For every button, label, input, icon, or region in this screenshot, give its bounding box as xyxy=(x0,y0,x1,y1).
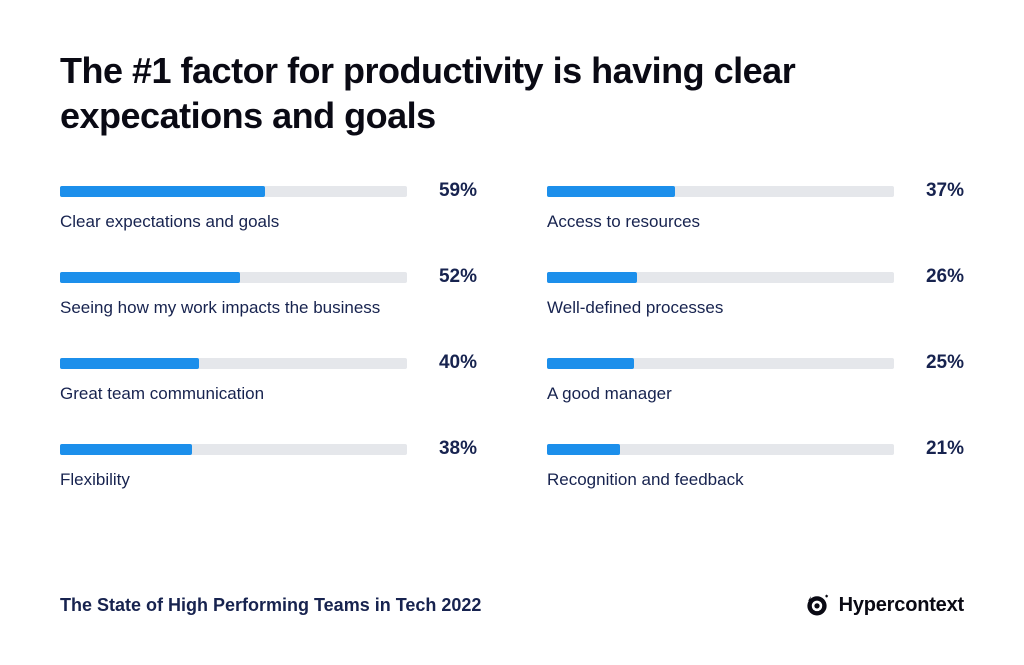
bar-percent: 37% xyxy=(912,180,964,202)
bar-fill xyxy=(547,444,620,455)
bar-track xyxy=(60,186,407,197)
bar-percent: 52% xyxy=(425,266,477,288)
bar-item: 40% Great team communication xyxy=(60,352,477,404)
bar-percent: 59% xyxy=(425,180,477,202)
bar-label: A good manager xyxy=(547,384,964,404)
bar-chart-grid: 59% Clear expectations and goals 37% Access… xyxy=(60,180,964,490)
bar-row: 40% xyxy=(60,352,477,374)
bar-label: Great team communication xyxy=(60,384,477,404)
bar-item: 37% Access to resources xyxy=(547,180,964,232)
bar-label: Seeing how my work impacts the business xyxy=(60,298,477,318)
bar-label: Recognition and feedback xyxy=(547,470,964,490)
brand: Hypercontext xyxy=(803,591,964,619)
hypercontext-logo-icon xyxy=(803,591,831,619)
bar-label: Clear expectations and goals xyxy=(60,212,477,232)
bar-track xyxy=(60,358,407,369)
bar-item: 26% Well-defined processes xyxy=(547,266,964,318)
footer: The State of High Performing Teams in Te… xyxy=(60,591,964,619)
bar-fill xyxy=(60,358,199,369)
bar-percent: 25% xyxy=(912,352,964,374)
bar-label: Well-defined processes xyxy=(547,298,964,318)
bar-percent: 38% xyxy=(425,438,477,460)
bar-label: Access to resources xyxy=(547,212,964,232)
bar-item: 25% A good manager xyxy=(547,352,964,404)
bar-row: 52% xyxy=(60,266,477,288)
bar-fill xyxy=(547,358,634,369)
bar-fill xyxy=(60,186,265,197)
bar-item: 21% Recognition and feedback xyxy=(547,438,964,490)
bar-row: 25% xyxy=(547,352,964,374)
bar-row: 59% xyxy=(60,180,477,202)
bar-percent: 26% xyxy=(912,266,964,288)
bar-fill xyxy=(547,186,675,197)
bar-row: 21% xyxy=(547,438,964,460)
brand-name: Hypercontext xyxy=(839,594,964,617)
bar-item: 59% Clear expectations and goals xyxy=(60,180,477,232)
bar-item: 38% Flexibility xyxy=(60,438,477,490)
bar-track xyxy=(60,272,407,283)
bar-track xyxy=(547,358,894,369)
bar-label: Flexibility xyxy=(60,470,477,490)
bar-fill xyxy=(547,272,637,283)
bar-fill xyxy=(60,272,240,283)
bar-fill xyxy=(60,444,192,455)
page-title: The #1 factor for productivity is having… xyxy=(60,48,860,138)
infographic-page: The #1 factor for productivity is having… xyxy=(0,0,1024,665)
bar-row: 26% xyxy=(547,266,964,288)
bar-track xyxy=(547,272,894,283)
bar-percent: 21% xyxy=(912,438,964,460)
bar-row: 38% xyxy=(60,438,477,460)
bar-track xyxy=(547,186,894,197)
bar-track xyxy=(547,444,894,455)
source-text: The State of High Performing Teams in Te… xyxy=(60,595,481,616)
bar-row: 37% xyxy=(547,180,964,202)
bar-track xyxy=(60,444,407,455)
bar-percent: 40% xyxy=(425,352,477,374)
bar-item: 52% Seeing how my work impacts the busine… xyxy=(60,266,477,318)
